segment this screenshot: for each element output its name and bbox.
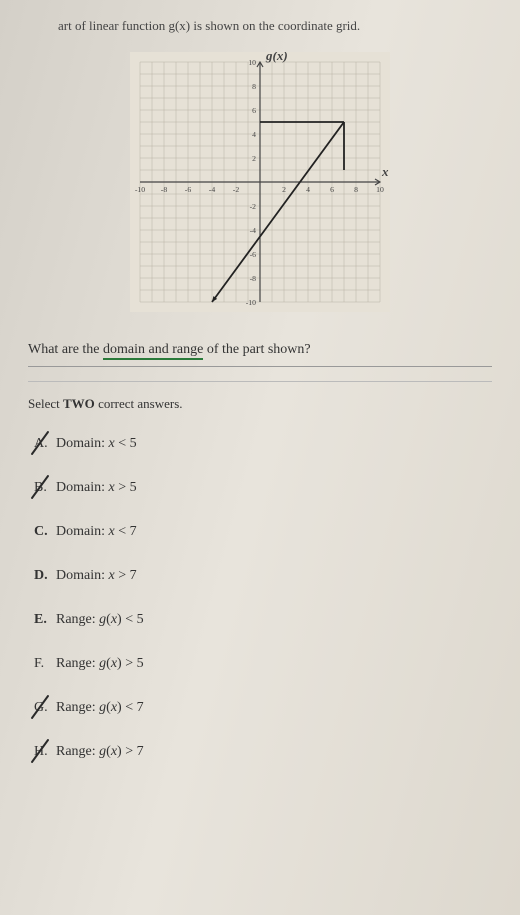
answer-option: E. Range: g(x) < 5 — [28, 612, 492, 628]
answer-option: D. Domain: x > 7 — [28, 568, 492, 584]
svg-text:x: x — [381, 164, 389, 179]
option-letter: D. — [34, 568, 48, 584]
worksheet-page: art of linear function g(x) is shown on … — [0, 0, 520, 806]
svg-text:6: 6 — [252, 106, 256, 115]
svg-text:10: 10 — [248, 58, 256, 67]
instruction-bold: TWO — [63, 396, 95, 411]
question-text: What are the domain and range of the par… — [28, 342, 492, 358]
svg-text:-8: -8 — [250, 274, 257, 283]
option-text: Domain: x > 5 — [56, 480, 137, 495]
divider-line-2 — [28, 381, 492, 382]
option-text: Range: g(x) > 5 — [56, 656, 144, 671]
option-text: Range: g(x) < 5 — [56, 612, 144, 627]
question-suffix: of the part shown? — [203, 342, 310, 357]
svg-text:8: 8 — [354, 185, 358, 194]
answer-option: H. Range: g(x) > 7 — [28, 744, 492, 760]
option-letter: B. — [34, 480, 47, 496]
svg-text:2: 2 — [252, 154, 256, 163]
intro-text: art of linear function g(x) is shown on … — [28, 18, 492, 34]
svg-text:6: 6 — [330, 185, 334, 194]
option-text: Domain: x < 7 — [56, 524, 137, 539]
instruction-prefix: Select — [28, 396, 63, 411]
svg-text:2: 2 — [282, 185, 286, 194]
option-letter: G. — [34, 700, 48, 716]
svg-text:-10: -10 — [135, 185, 145, 194]
option-letter: A. — [34, 436, 48, 452]
option-text: Range: g(x) < 7 — [56, 700, 144, 715]
svg-text:-8: -8 — [161, 185, 168, 194]
option-letter: H. — [34, 744, 48, 760]
option-text: Domain: x < 5 — [56, 436, 137, 451]
svg-text:-2: -2 — [250, 202, 257, 211]
question-prefix: What are the — [28, 342, 103, 357]
svg-text:-6: -6 — [185, 185, 192, 194]
option-letter: E. — [34, 612, 47, 628]
svg-text:-2: -2 — [233, 185, 240, 194]
instruction-text: Select TWO correct answers. — [28, 396, 492, 412]
svg-text:4: 4 — [252, 130, 256, 139]
answer-option: G. Range: g(x) < 7 — [28, 700, 492, 716]
instruction-suffix: correct answers. — [95, 396, 183, 411]
question-underlined: domain and range — [103, 342, 203, 360]
answer-option: C. Domain: x < 7 — [28, 524, 492, 540]
coordinate-grid-chart: -10 -8 -6 -4 -2 2 4 6 8 10 -10 -8 -6 -4 -2 2 4 6 8 10 g(x) x — [130, 52, 390, 312]
option-letter: C. — [34, 524, 48, 540]
svg-text:4: 4 — [306, 185, 310, 194]
answer-option: F. Range: g(x) > 5 — [28, 656, 492, 672]
svg-text:-4: -4 — [250, 226, 257, 235]
svg-text:-4: -4 — [209, 185, 216, 194]
option-text: Domain: x > 7 — [56, 568, 137, 583]
svg-text:g(x): g(x) — [265, 52, 288, 63]
svg-text:8: 8 — [252, 82, 256, 91]
option-letter: F. — [34, 656, 44, 672]
options-list: A. Domain: x < 5 B. Domain: x > 5 C. Domain: … — [28, 436, 492, 760]
answer-option: A. Domain: x < 5 — [28, 436, 492, 452]
svg-text:-10: -10 — [246, 298, 256, 307]
divider-line — [28, 366, 492, 367]
svg-text:-6: -6 — [250, 250, 257, 259]
answer-option: B. Domain: x > 5 — [28, 480, 492, 496]
svg-text:10: 10 — [376, 185, 384, 194]
option-text: Range: g(x) > 7 — [56, 744, 144, 759]
chart-container: -10 -8 -6 -4 -2 2 4 6 8 10 -10 -8 -6 -4 -2 2 4 6 8 10 g(x) x — [28, 52, 492, 312]
